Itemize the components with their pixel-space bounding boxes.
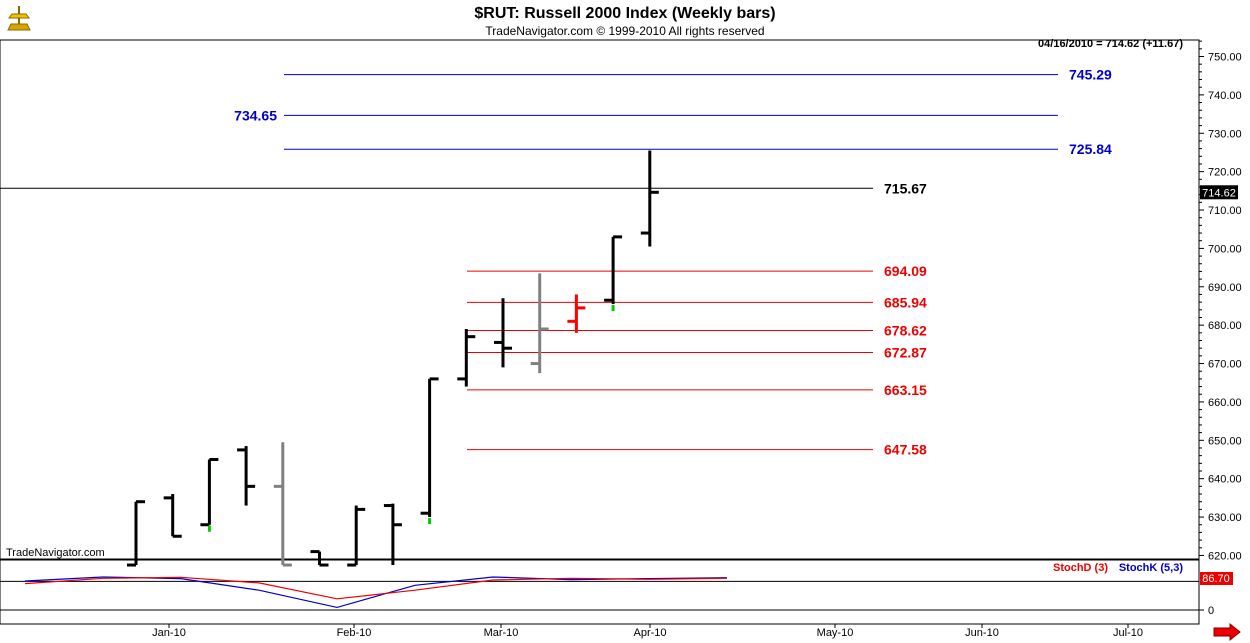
y-tick-label: 690.00 xyxy=(1208,282,1242,294)
x-axis-label: Jan-10 xyxy=(152,627,186,639)
legend-stochk: StochK (5,3) xyxy=(1119,562,1184,574)
level-label: 745.29 xyxy=(1069,67,1112,83)
y-tick-label: 670.00 xyxy=(1208,359,1242,371)
stochastic-plot-area xyxy=(0,559,1200,625)
price-bar xyxy=(567,294,586,333)
price-bar xyxy=(420,377,439,525)
logo-beam-shape xyxy=(8,13,30,19)
price-bar xyxy=(383,503,402,566)
y-tick-label: 720.00 xyxy=(1208,167,1242,179)
tradenavigator-logo[interactable] xyxy=(4,4,34,34)
y-tick-label: 650.00 xyxy=(1208,435,1242,447)
price-bar xyxy=(604,235,623,312)
y-tick-label: 640.00 xyxy=(1208,474,1242,486)
legend-stochd: StochD (3) xyxy=(1053,562,1108,574)
level-label: 715.67 xyxy=(884,180,927,196)
x-axis-label: Jul-10 xyxy=(1113,627,1143,639)
level-label: 647.58 xyxy=(884,442,927,458)
level-label: 663.15 xyxy=(884,382,927,398)
logo-base-shape xyxy=(7,23,31,31)
x-axis-label: Apr-10 xyxy=(633,627,666,639)
price-bar xyxy=(640,150,659,247)
y-tick-label: 680.00 xyxy=(1208,320,1242,332)
level-label: 678.62 xyxy=(884,322,927,338)
stoch-value-label: 86.70 xyxy=(1202,573,1230,585)
chart-subtitle: TradeNavigator.com © 1999-2010 All right… xyxy=(485,24,764,38)
price-plot-area xyxy=(0,39,1200,560)
price-bar xyxy=(347,505,366,567)
price-bar xyxy=(200,457,219,532)
x-axis-label: Jun-10 xyxy=(965,627,999,639)
watermark: TradeNavigator.com xyxy=(6,547,105,559)
price-bar xyxy=(457,328,476,387)
price-bar xyxy=(494,298,512,368)
stoch-value-tag: 86.70 xyxy=(1200,572,1233,585)
y-tick-label: 730.00 xyxy=(1208,128,1242,140)
price-bar xyxy=(530,273,549,374)
price-bar xyxy=(127,500,145,567)
chart-title: $RUT: Russell 2000 Index (Weekly bars) xyxy=(474,5,775,22)
y-tick-label: 750.00 xyxy=(1208,52,1242,64)
price-bar xyxy=(237,446,256,506)
y-tick-label: 710.00 xyxy=(1208,205,1242,217)
y-tick-label: 620.00 xyxy=(1208,550,1242,562)
scroll-right-arrow-icon[interactable] xyxy=(1213,622,1241,642)
price-bar xyxy=(310,550,329,567)
price-bar xyxy=(273,442,292,567)
stoch-y-tick-label: 0 xyxy=(1208,605,1214,617)
x-axis-label: May-10 xyxy=(817,627,854,639)
level-label: 725.84 xyxy=(1069,141,1112,157)
level-label: 672.87 xyxy=(884,345,927,361)
last-price-tag: 714.62 xyxy=(1200,185,1238,200)
y-tick-label: 660.00 xyxy=(1208,397,1242,409)
x-axis-label: Mar-10 xyxy=(484,627,519,639)
last-price-label: 714.62 xyxy=(1202,187,1236,199)
last-bar-info: 04/16/2010 = 714.62 (+11.67) xyxy=(1038,38,1183,50)
y-tick-label: 630.00 xyxy=(1208,512,1242,524)
price-bar xyxy=(163,494,182,538)
level-label: 734.65 xyxy=(234,107,277,123)
stochd-line xyxy=(24,576,728,600)
x-axis-label: Feb-10 xyxy=(337,627,372,639)
level-label: 694.09 xyxy=(884,263,927,279)
y-tick-label: 700.00 xyxy=(1208,243,1242,255)
level-label: 685.94 xyxy=(884,294,927,310)
y-tick-label: 740.00 xyxy=(1208,90,1242,102)
